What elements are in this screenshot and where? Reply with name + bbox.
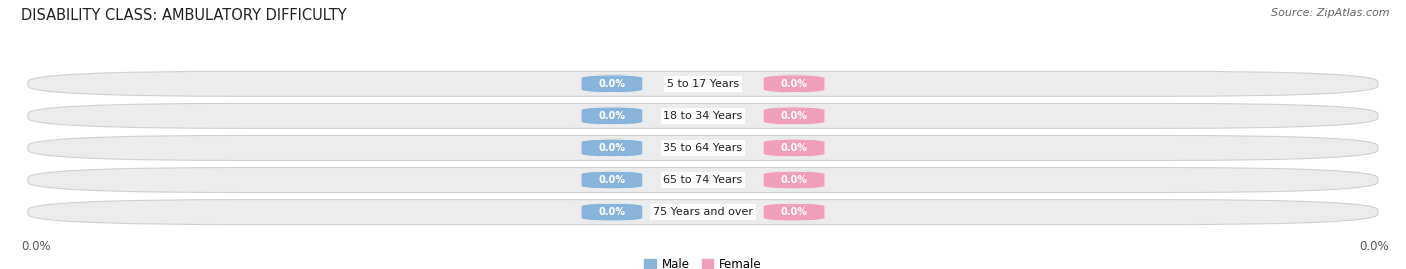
FancyBboxPatch shape — [28, 135, 1378, 160]
FancyBboxPatch shape — [28, 168, 1378, 193]
Text: 0.0%: 0.0% — [599, 143, 626, 153]
FancyBboxPatch shape — [756, 107, 831, 125]
FancyBboxPatch shape — [575, 75, 650, 93]
FancyBboxPatch shape — [575, 139, 650, 157]
FancyBboxPatch shape — [28, 103, 1378, 128]
FancyBboxPatch shape — [756, 139, 831, 157]
Text: 35 to 64 Years: 35 to 64 Years — [664, 143, 742, 153]
Text: 18 to 34 Years: 18 to 34 Years — [664, 111, 742, 121]
Text: 65 to 74 Years: 65 to 74 Years — [664, 175, 742, 185]
Text: 0.0%: 0.0% — [599, 207, 626, 217]
Text: 0.0%: 0.0% — [780, 175, 807, 185]
Text: 0.0%: 0.0% — [599, 111, 626, 121]
Text: 75 Years and over: 75 Years and over — [652, 207, 754, 217]
FancyBboxPatch shape — [28, 71, 1378, 96]
Text: 0.0%: 0.0% — [780, 79, 807, 89]
Text: 0.0%: 0.0% — [780, 207, 807, 217]
Text: 0.0%: 0.0% — [780, 111, 807, 121]
FancyBboxPatch shape — [575, 171, 650, 189]
Text: 0.0%: 0.0% — [599, 79, 626, 89]
Legend: Male, Female: Male, Female — [640, 253, 766, 269]
FancyBboxPatch shape — [575, 203, 650, 221]
FancyBboxPatch shape — [756, 171, 831, 189]
Text: DISABILITY CLASS: AMBULATORY DIFFICULTY: DISABILITY CLASS: AMBULATORY DIFFICULTY — [21, 8, 347, 23]
Text: 0.0%: 0.0% — [21, 240, 51, 253]
Text: 0.0%: 0.0% — [780, 143, 807, 153]
Text: Source: ZipAtlas.com: Source: ZipAtlas.com — [1271, 8, 1389, 18]
FancyBboxPatch shape — [575, 107, 650, 125]
Text: 0.0%: 0.0% — [1360, 240, 1389, 253]
Text: 5 to 17 Years: 5 to 17 Years — [666, 79, 740, 89]
FancyBboxPatch shape — [28, 200, 1378, 225]
FancyBboxPatch shape — [756, 75, 831, 93]
FancyBboxPatch shape — [756, 203, 831, 221]
Text: 0.0%: 0.0% — [599, 175, 626, 185]
